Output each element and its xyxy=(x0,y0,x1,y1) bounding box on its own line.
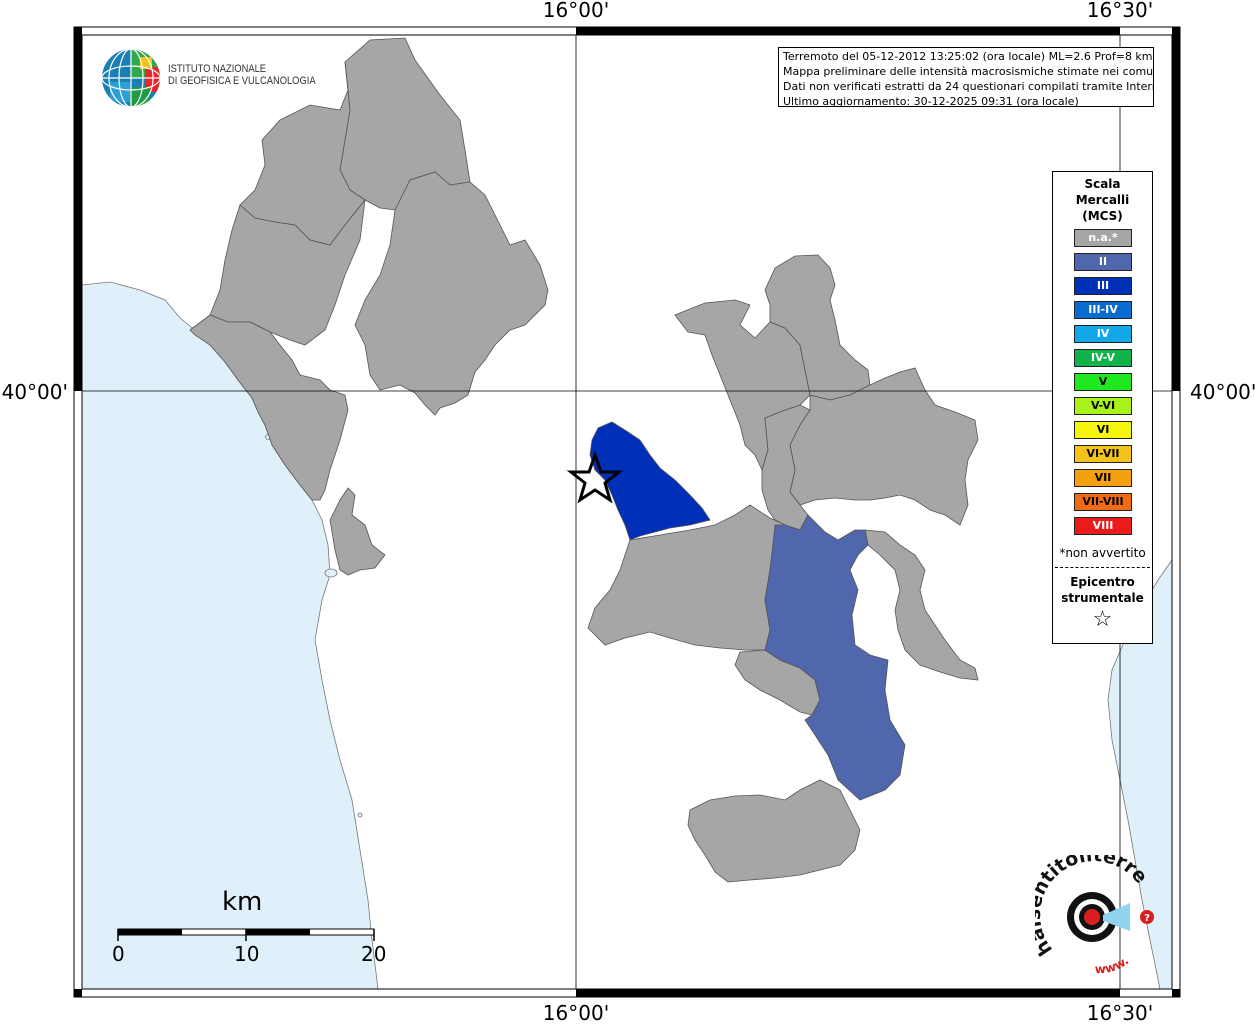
ingv-line-2: DI GEOFISICA E VULCANOLOGIA xyxy=(168,75,316,87)
scale-bar xyxy=(117,928,375,941)
hsit-logo: haisentitoilterremoto.it www. ? xyxy=(1023,838,1165,985)
legend-item: VI xyxy=(1074,421,1132,439)
lon-label-bottom: 16°30' xyxy=(1087,1001,1153,1024)
scale-bar-unit: km xyxy=(222,887,263,917)
legend-item: III-IV xyxy=(1074,301,1132,319)
legend-title-line: (MCS) xyxy=(1082,209,1123,223)
hsit-www: www. xyxy=(1095,953,1132,976)
legend-item: V-VI xyxy=(1074,397,1132,415)
globe-icon xyxy=(102,49,160,107)
ingv-logo-text: ISTITUTO NAZIONALE DI GEOFISICA E VULCAN… xyxy=(168,63,316,87)
islet xyxy=(357,812,363,818)
info-line-2: Mappa preliminare delle intensità macros… xyxy=(783,65,1154,78)
info-line-4: Ultimo aggiornamento: 30-12-2025 09:31 (… xyxy=(783,95,1079,107)
legend-title: Scala Mercalli (MCS) xyxy=(1053,176,1152,224)
municipality-intensity-II xyxy=(764,514,906,801)
municipality xyxy=(329,487,386,576)
legend-note: *non avvertito xyxy=(1059,546,1146,560)
legend-separator xyxy=(1055,567,1150,568)
islet xyxy=(324,568,338,578)
scale-tick-label: 0 xyxy=(112,942,125,966)
municipalities-na xyxy=(189,37,979,883)
lon-label-bottom: 16°00' xyxy=(543,1001,609,1024)
lat-label-left: 40°00' xyxy=(2,380,68,404)
ingv-logo: ISTITUTO NAZIONALE DI GEOFISICA E VULCAN… xyxy=(100,47,320,111)
municipality-intensity-III xyxy=(589,421,711,541)
lon-label-top: 16°00' xyxy=(543,0,609,22)
intensity-legend: Scala Mercalli (MCS) n.a.* II III III-IV IV I… xyxy=(1052,171,1153,644)
municipality xyxy=(764,254,871,401)
svg-text:www.: www. xyxy=(1095,953,1132,976)
municipality xyxy=(209,198,366,346)
map-frame xyxy=(73,26,1181,998)
scale-tick-label: 10 xyxy=(234,942,260,966)
earthquake-info-box: Terremoto del 05-12-2012 13:25:02 (ora l… xyxy=(778,47,1154,107)
municipality xyxy=(354,171,549,416)
legend-item: IV-V xyxy=(1074,349,1132,367)
municipality xyxy=(864,529,979,681)
municipality xyxy=(587,504,786,651)
legend-item: IV xyxy=(1074,325,1132,343)
legend-item: V xyxy=(1074,373,1132,391)
legend-item: II xyxy=(1074,253,1132,271)
legend-item: III xyxy=(1074,277,1132,295)
municipality xyxy=(189,314,349,501)
municipality xyxy=(687,779,861,883)
legend-item: VII xyxy=(1074,469,1132,487)
legend-item: VII-VIII xyxy=(1074,493,1132,511)
star-icon: ☆ xyxy=(1092,607,1113,632)
lon-label-top: 16°30' xyxy=(1087,0,1153,22)
legend-epicentre-line: strumentale xyxy=(1061,591,1144,605)
target-icon: haisentitoilterremoto.it www. ? xyxy=(1023,838,1154,976)
svg-text:?: ? xyxy=(1144,913,1150,924)
legend-title-line: Mercalli xyxy=(1075,193,1130,207)
ingv-line-1: ISTITUTO NAZIONALE xyxy=(168,63,267,75)
epicentre-star xyxy=(566,450,624,504)
info-line-3: Dati non verificati estratti da 24 quest… xyxy=(783,80,1154,93)
legend-epicentre-label: Epicentro strumentale xyxy=(1053,574,1152,606)
legend-item: VI-VII xyxy=(1074,445,1132,463)
legend-title-line: Scala xyxy=(1084,177,1121,191)
municipality xyxy=(761,404,811,531)
legend-item: VIII xyxy=(1074,517,1132,535)
info-line-1: Terremoto del 05-12-2012 13:25:02 (ora l… xyxy=(783,50,1153,63)
legend-epicentre-line: Epicentro xyxy=(1070,575,1135,589)
legend-item: n.a.* xyxy=(1074,229,1132,247)
scale-tick-label: 20 xyxy=(361,942,387,966)
lat-label-right: 40°00' xyxy=(1190,380,1255,404)
